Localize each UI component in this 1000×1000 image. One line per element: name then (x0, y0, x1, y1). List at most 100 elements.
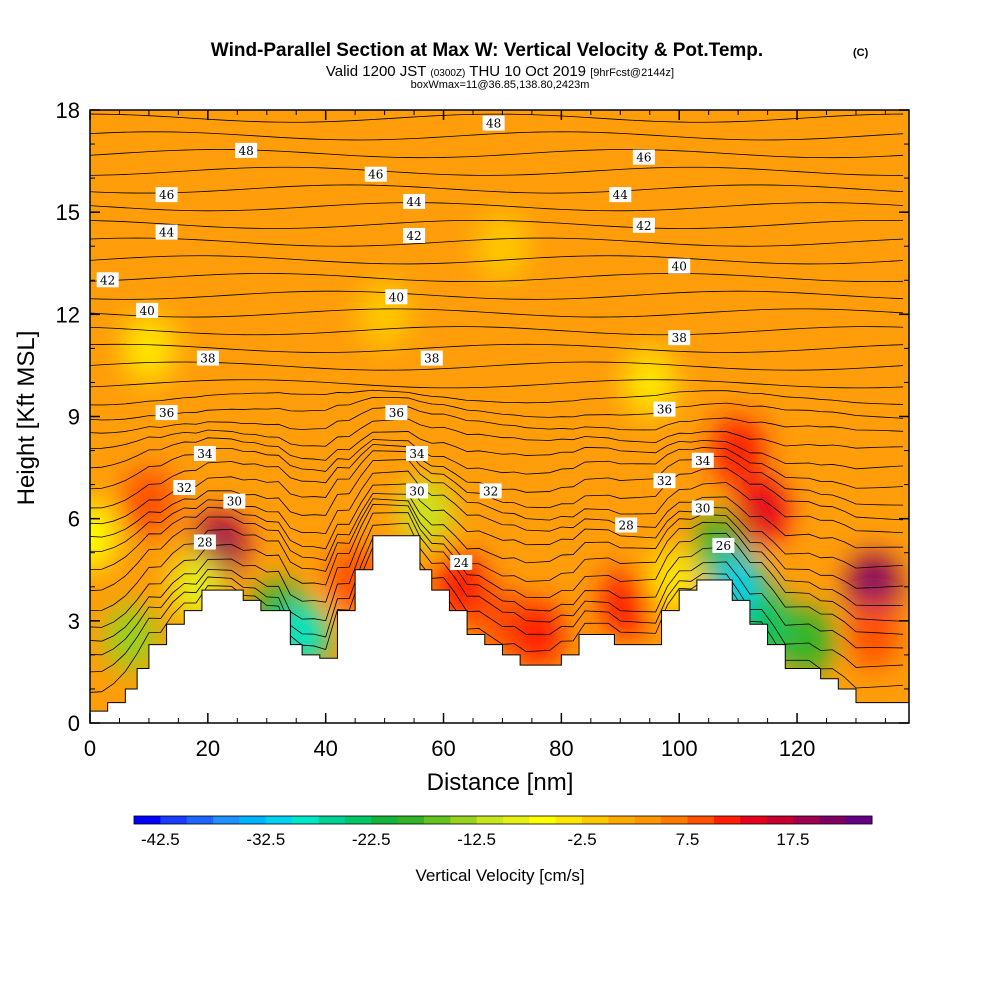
colorbar-label: Vertical Velocity [cm/s] (415, 866, 584, 885)
isentrope-label-box (632, 217, 655, 233)
isentrope-label-box (96, 272, 119, 288)
isentrope-line (90, 219, 904, 229)
isentrope-label-box (653, 401, 676, 417)
isentrope-label: 40 (140, 304, 155, 318)
isentrope-label-box (609, 187, 632, 203)
isentrope-label-box (450, 554, 473, 570)
colorbar-swatch (766, 816, 794, 824)
box-info: boxWmax=11@36.85,138.80,2423m (411, 79, 590, 91)
isentrope-label-box (173, 480, 196, 496)
isentrope-label: 44 (159, 226, 175, 240)
colorbar-swatch (476, 816, 504, 824)
colorbar-tick-label: -22.5 (352, 830, 391, 849)
isentrope-label: 32 (657, 474, 672, 488)
colorbar-swatch (661, 816, 688, 824)
isentrope-label: 36 (159, 406, 174, 420)
isentrope-line (90, 273, 904, 283)
colorbar-swatch (450, 816, 478, 824)
velocity-cell-19 (735, 477, 788, 546)
isentrope-lines (90, 113, 904, 693)
isentrope-label: 34 (409, 447, 425, 461)
title-mark: (C) (853, 47, 869, 59)
colorbar-swatch (344, 816, 372, 824)
colorbar-swatch (845, 816, 873, 824)
isentrope-label-box (653, 473, 676, 489)
isentrope-label-box (155, 187, 178, 203)
isentrope-label: 30 (695, 501, 710, 515)
isentrope-line (90, 379, 904, 389)
isentrope-line (90, 361, 904, 371)
colorbar-swatch (134, 816, 161, 824)
isentrope-line (90, 406, 904, 434)
isentrope-label-box (403, 193, 426, 209)
plot-area: 42 40 46 44 48 38 36 34 32 30 28 46 44 42 40 38 36 34 30 32… (90, 110, 909, 723)
colorbar-ticks: -42.5 -32.5 -22.5 -12.5 -2.5 7.5 17.5 (141, 830, 809, 849)
x-axis: 0 20 40 60 80 100 120 (84, 110, 886, 761)
isentrope-line (90, 431, 904, 470)
colorbar-swatch (239, 816, 267, 824)
colorbar-swatch (503, 816, 530, 824)
x-tick-label: 0 (84, 736, 96, 761)
isentrope-line (90, 493, 904, 592)
isentrope-label: 44 (406, 195, 422, 209)
velocity-cell-0 (122, 314, 175, 383)
isentrope-line (90, 535, 904, 673)
subtitle-line: Valid 1200 JST (0300Z) THU 10 Oct 2019 [… (326, 63, 674, 80)
isentrope-line (90, 512, 904, 642)
y-tick-label: 9 (68, 405, 80, 430)
isentrope-label: 48 (486, 117, 501, 131)
colorbar (133, 815, 873, 825)
y-tick-label: 15 (56, 200, 80, 225)
colorbar-tick-label: -2.5 (567, 830, 596, 849)
colorbar-swatch (423, 816, 451, 824)
isentrope-label: 34 (695, 454, 711, 468)
colorbar-swatch (397, 816, 425, 824)
isentrope-line (90, 459, 904, 538)
isentrope-label: 30 (227, 495, 242, 509)
isentrope-line (90, 255, 904, 265)
velocity-cell-1 (122, 467, 175, 536)
isentrope-label: 28 (619, 518, 634, 532)
isentrope-label: 40 (389, 290, 404, 304)
isentrope-label: 46 (636, 151, 651, 165)
isentrope-label-box (668, 258, 691, 274)
colorbar-swatch (740, 816, 768, 824)
isentrope-line (90, 498, 904, 612)
isentrope-line (90, 503, 904, 628)
isentrope-label-box (482, 115, 505, 131)
isentrope-label: 42 (406, 229, 421, 243)
isentrope-label-box (615, 517, 638, 533)
y-tick-label: 18 (56, 98, 80, 123)
colorbar-swatch (292, 816, 319, 824)
colorbar-swatch (555, 816, 583, 824)
isentrope-line (90, 418, 904, 449)
colorbar-swatch (608, 816, 636, 824)
isentrope-label-box (479, 483, 502, 499)
isentrope-label-box (406, 445, 429, 461)
isentrope-label: 46 (368, 168, 383, 182)
colorbar-swatch (634, 816, 662, 824)
isentrope-label: 46 (159, 188, 174, 202)
colorbar-tick-label: 17.5 (776, 830, 809, 849)
colorbar-tick-label: -32.5 (246, 830, 285, 849)
isentrope-label-box (668, 330, 691, 346)
colorbar-tick-label: 7.5 (676, 830, 700, 849)
isentrope-label: 48 (238, 144, 253, 158)
isentrope-line (90, 397, 904, 421)
isentrope-label-box (193, 534, 216, 550)
x-tick-label: 120 (779, 736, 816, 761)
isentrope-line (90, 389, 904, 406)
isentrope-label-box (632, 149, 655, 165)
isentrope-line (90, 202, 904, 212)
isentrope-line (90, 308, 904, 318)
colorbar-swatch (213, 816, 240, 824)
velocity-cell-21 (847, 600, 900, 669)
isentrope-label-box (691, 452, 714, 468)
y-tick-label: 0 (68, 711, 80, 736)
velocity-cell-17 (782, 607, 835, 676)
isentrope-label-box (691, 500, 714, 516)
y-tick-label: 3 (68, 609, 80, 634)
isentrope-label-box (223, 493, 246, 509)
isentrope-line (90, 166, 904, 176)
